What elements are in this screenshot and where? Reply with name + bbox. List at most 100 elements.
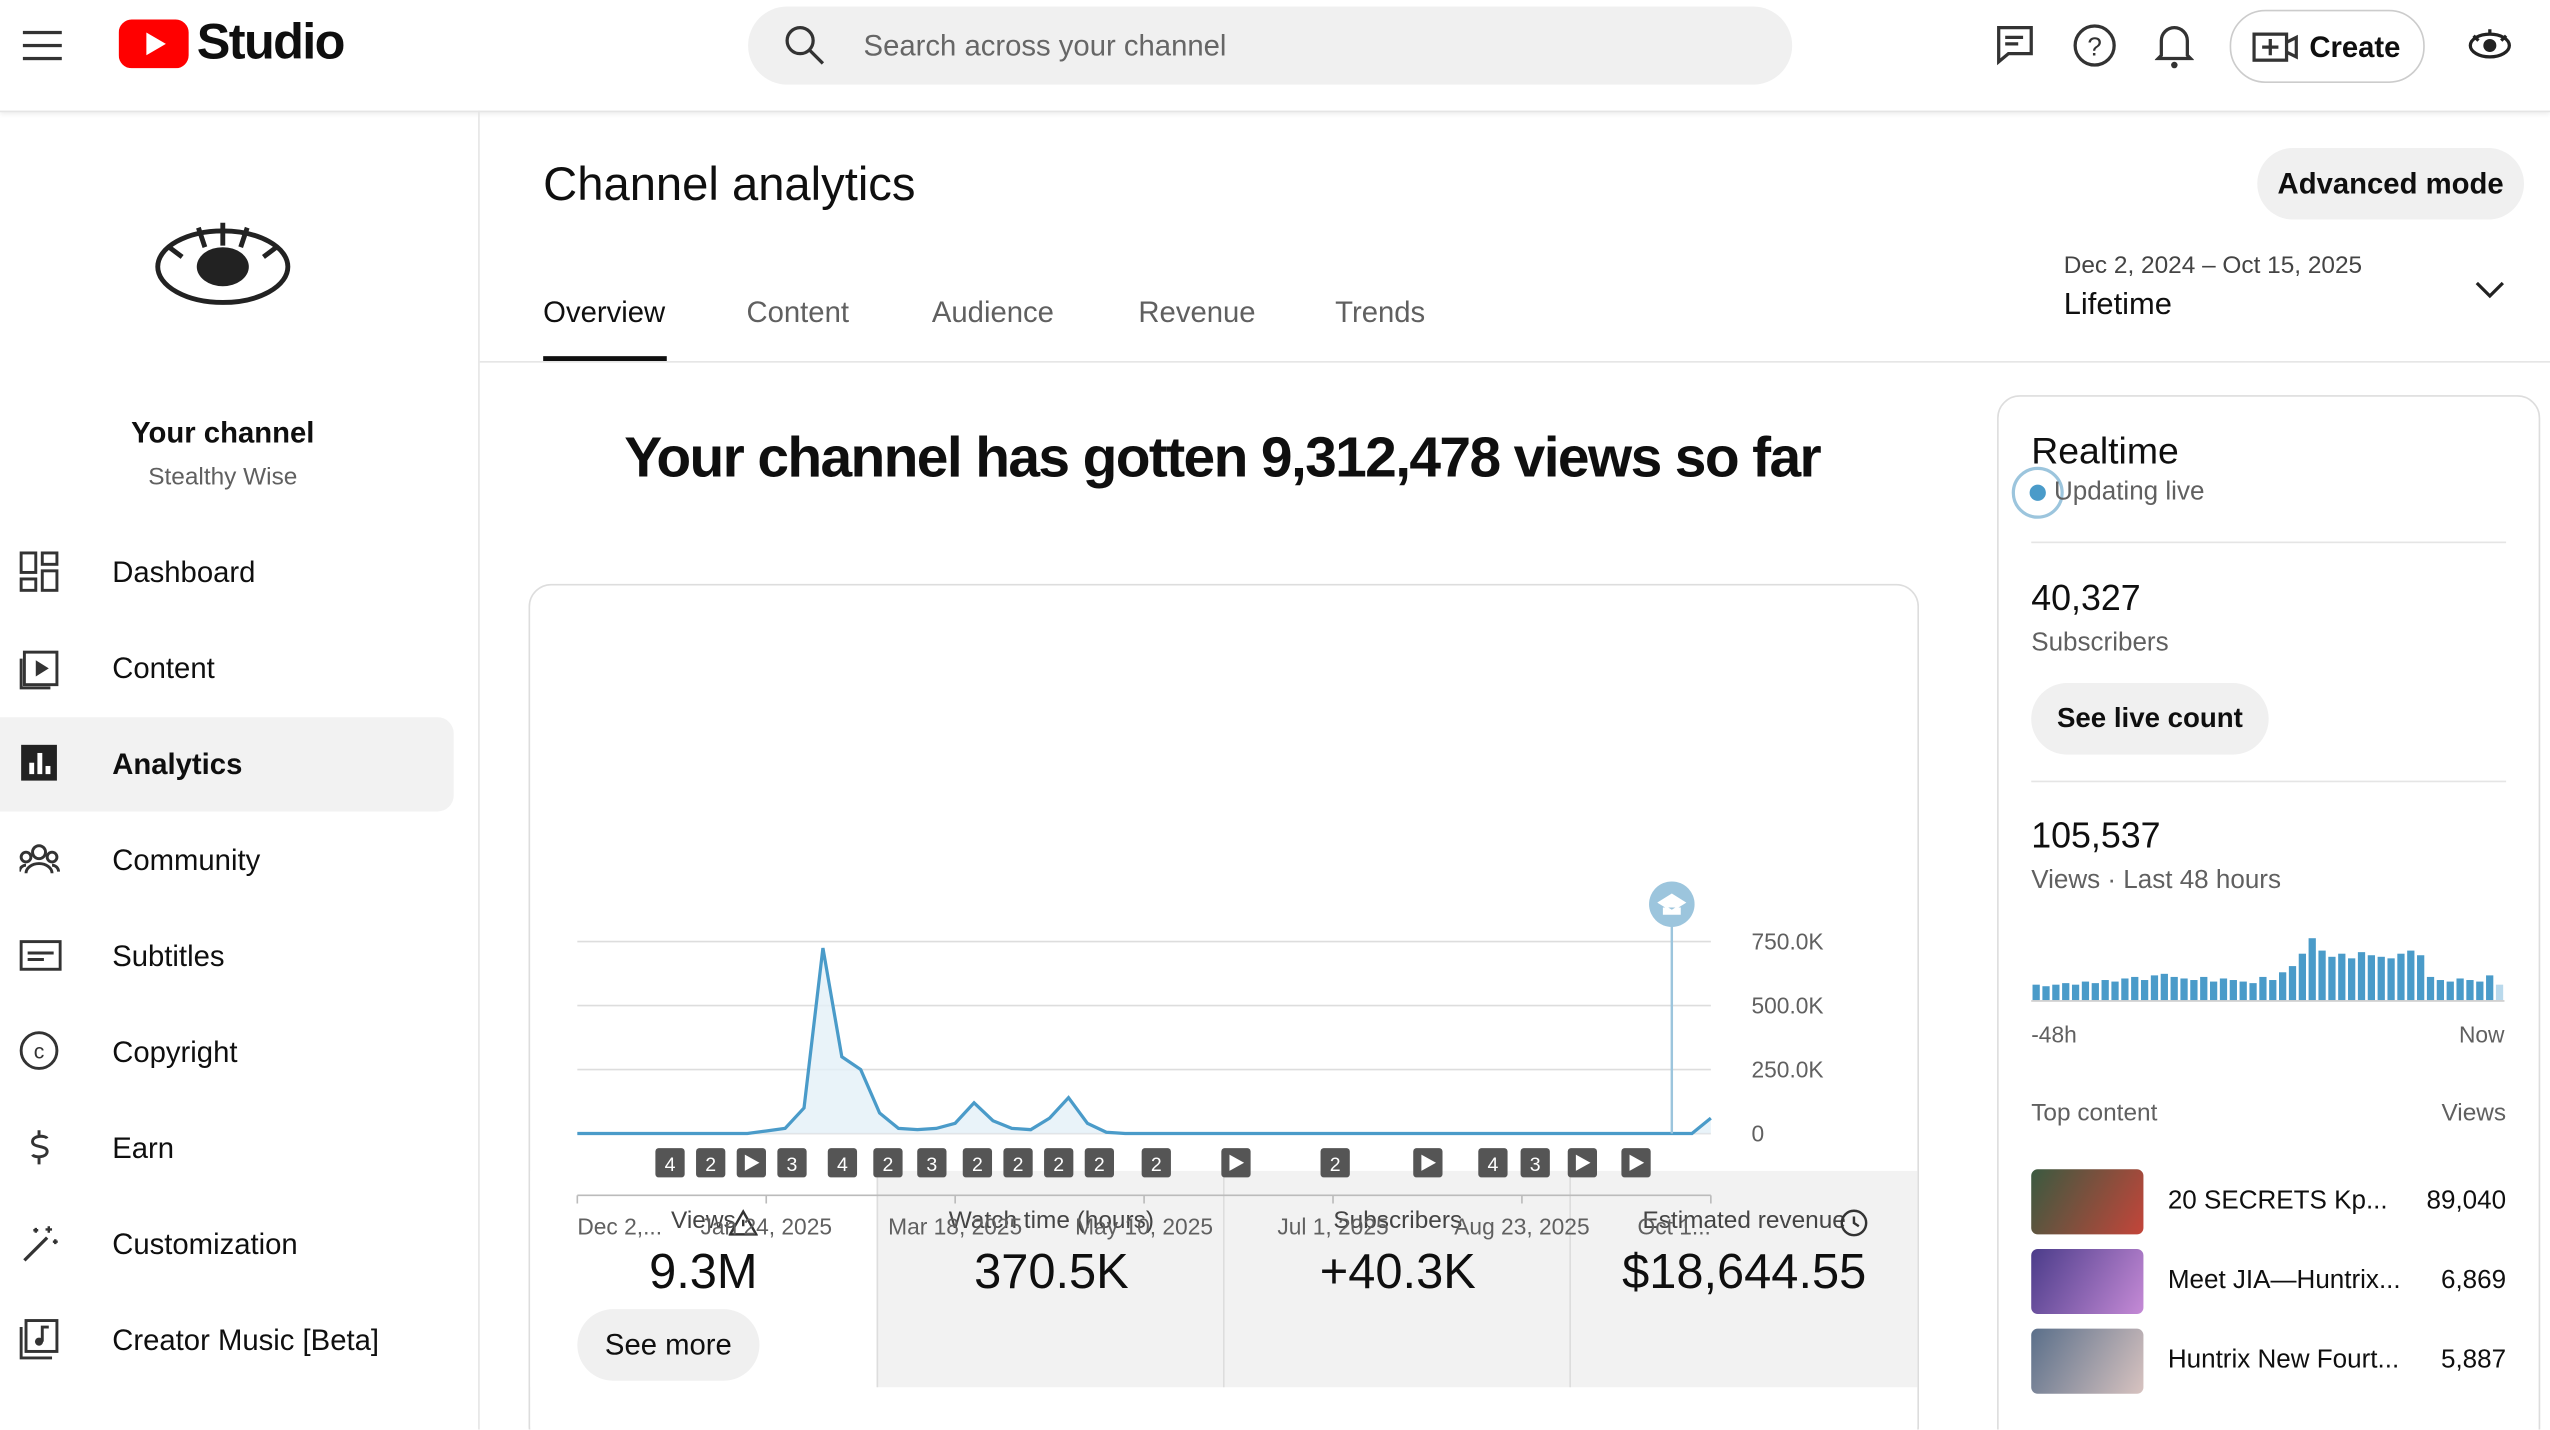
annotation-marker[interactable] (827, 1148, 858, 1178)
account-avatar[interactable] (2465, 26, 2514, 65)
bar (2121, 978, 2129, 1001)
nav-label: Customization (112, 1227, 298, 1260)
tab[interactable]: Revenue (1138, 295, 1256, 329)
bar (2219, 978, 2228, 1001)
realtime-card (1997, 395, 2541, 1430)
nav-item[interactable]: Dashboard (0, 525, 454, 619)
tab[interactable]: Content (746, 295, 849, 329)
bar (2417, 955, 2425, 1001)
icon-shape (22, 650, 59, 687)
annotation-marker[interactable] (1141, 1148, 1171, 1178)
bar (2101, 980, 2109, 1001)
bar (2357, 952, 2366, 1001)
metric-card[interactable]: Watch time (hours) 370.5K (876, 1170, 1225, 1388)
icon-shape (33, 1226, 58, 1245)
annotation-marker[interactable] (1320, 1148, 1350, 1178)
divider (2031, 780, 2507, 783)
help-icon[interactable]: ? (2072, 23, 2118, 69)
bar (2081, 981, 2090, 1001)
nav-item[interactable]: Customization (0, 1197, 454, 1291)
see-more-button[interactable]: See more (577, 1309, 760, 1381)
date-range: Dec 2, 2024 – Oct 15, 2025 (2063, 252, 2363, 280)
annotation-marker[interactable] (917, 1148, 947, 1178)
icon-shape (23, 1236, 49, 1262)
thumbnail (2031, 1248, 2144, 1315)
feedback-icon[interactable] (1994, 24, 2036, 66)
advanced-mode-button[interactable]: Advanced mode (2257, 147, 2524, 220)
metric-label: Estimated revenue (1642, 1206, 1846, 1235)
nav-label: Dashboard (112, 555, 256, 588)
tab[interactable]: Audience (931, 295, 1054, 329)
metric-value: $18,644.55 (1622, 1245, 1867, 1300)
annotation-label: 4 (1487, 1154, 1498, 1176)
live-indicator (2011, 466, 2064, 519)
annotation-marker[interactable] (962, 1148, 993, 1178)
annotation-marker[interactable] (777, 1148, 807, 1178)
play-icon (1575, 1154, 1591, 1171)
clock-icon (1840, 1209, 1868, 1237)
metric-value: 9.3M (649, 1245, 758, 1300)
channel-avatar (155, 222, 291, 305)
bar (2288, 966, 2297, 1001)
bar (2160, 973, 2168, 1001)
search-box[interactable]: Search across your channel (748, 6, 1793, 85)
annotation-label: 2 (705, 1154, 716, 1176)
tab[interactable]: Trends (1335, 295, 1426, 329)
sidebar-divider (478, 110, 480, 1430)
y-tick-label: 250.0K (1752, 1057, 1824, 1083)
annotation-marker[interactable] (1044, 1148, 1074, 1178)
annotation-marker[interactable] (1084, 1148, 1115, 1178)
metric-card[interactable]: Estimated revenue $18,644.55 (1569, 1170, 1918, 1388)
nav-item[interactable]: Analytics (0, 717, 454, 812)
top-content-row[interactable]: Meet JIA—Huntrix... 6,869 (2031, 1248, 2506, 1315)
bar (2338, 953, 2346, 1001)
youtube-logo[interactable] (118, 19, 191, 69)
top-content-row[interactable]: 20 SECRETS Kp... 89,040 (2031, 1169, 2506, 1235)
bar (2436, 980, 2445, 1001)
nav-item[interactable]: c Copyright (0, 1005, 454, 1099)
nav-label: Creator Music [Beta] (112, 1322, 380, 1356)
annotation-marker[interactable] (873, 1148, 903, 1178)
metric-card[interactable]: Subscribers +40.3K (1222, 1170, 1571, 1388)
bar (2170, 976, 2178, 1001)
create-label: Create (2309, 30, 2401, 64)
annotation-marker[interactable] (1520, 1148, 1550, 1178)
period-dropdown[interactable] (2472, 276, 2508, 302)
nav-item[interactable]: Earn (0, 1101, 454, 1195)
x-tick-label: -48h (2031, 1021, 2077, 1047)
x-tick-label: Jul 1, 2025 (1277, 1213, 1388, 1239)
menu-button[interactable] (22, 28, 65, 64)
nav-item[interactable]: Subtitles (0, 909, 454, 1003)
x-tick-label: Aug 23, 2025 (1454, 1213, 1589, 1239)
bar (2298, 953, 2306, 1001)
realtime-chart: -48h Now (2031, 938, 2505, 1047)
icon-shape (31, 844, 47, 861)
nav-item[interactable]: Creator Music [Beta] (0, 1293, 454, 1387)
tab[interactable]: Overview (543, 295, 666, 329)
annotation-label: 2 (1053, 1154, 1064, 1176)
top-content-row[interactable]: Huntrix New Fourt... 5,887 (2031, 1328, 2507, 1394)
milestone-symbol (1657, 893, 1687, 915)
annotation-marker[interactable] (1478, 1148, 1508, 1178)
icon-shape (19, 940, 62, 971)
annotation-marker[interactable] (1003, 1148, 1033, 1178)
annotation-label: 3 (926, 1154, 937, 1176)
see-live-count-button[interactable]: See live count (2031, 683, 2269, 755)
notifications-icon[interactable] (2154, 21, 2194, 70)
views-label: Views · Last 48 hours (2031, 866, 2281, 895)
nav-item[interactable]: Community (0, 813, 454, 907)
top-bar (0, 0, 2550, 113)
bar (2397, 953, 2405, 1001)
annotation-marker[interactable] (655, 1148, 685, 1178)
bar (2111, 981, 2119, 1001)
annotation-label: 4 (665, 1154, 676, 1176)
bar (2190, 980, 2198, 1001)
realtime-title: Realtime (2031, 429, 2179, 472)
annotation-marker[interactable] (696, 1148, 726, 1178)
y-tick-label: 750.0K (1752, 929, 1824, 955)
icon-shape (37, 752, 43, 775)
video-views: 5,887 (2440, 1346, 2507, 1375)
nav-item[interactable]: Content (0, 621, 454, 715)
create-button[interactable]: Create (2229, 9, 2425, 83)
views-header: Views (2441, 1099, 2507, 1128)
